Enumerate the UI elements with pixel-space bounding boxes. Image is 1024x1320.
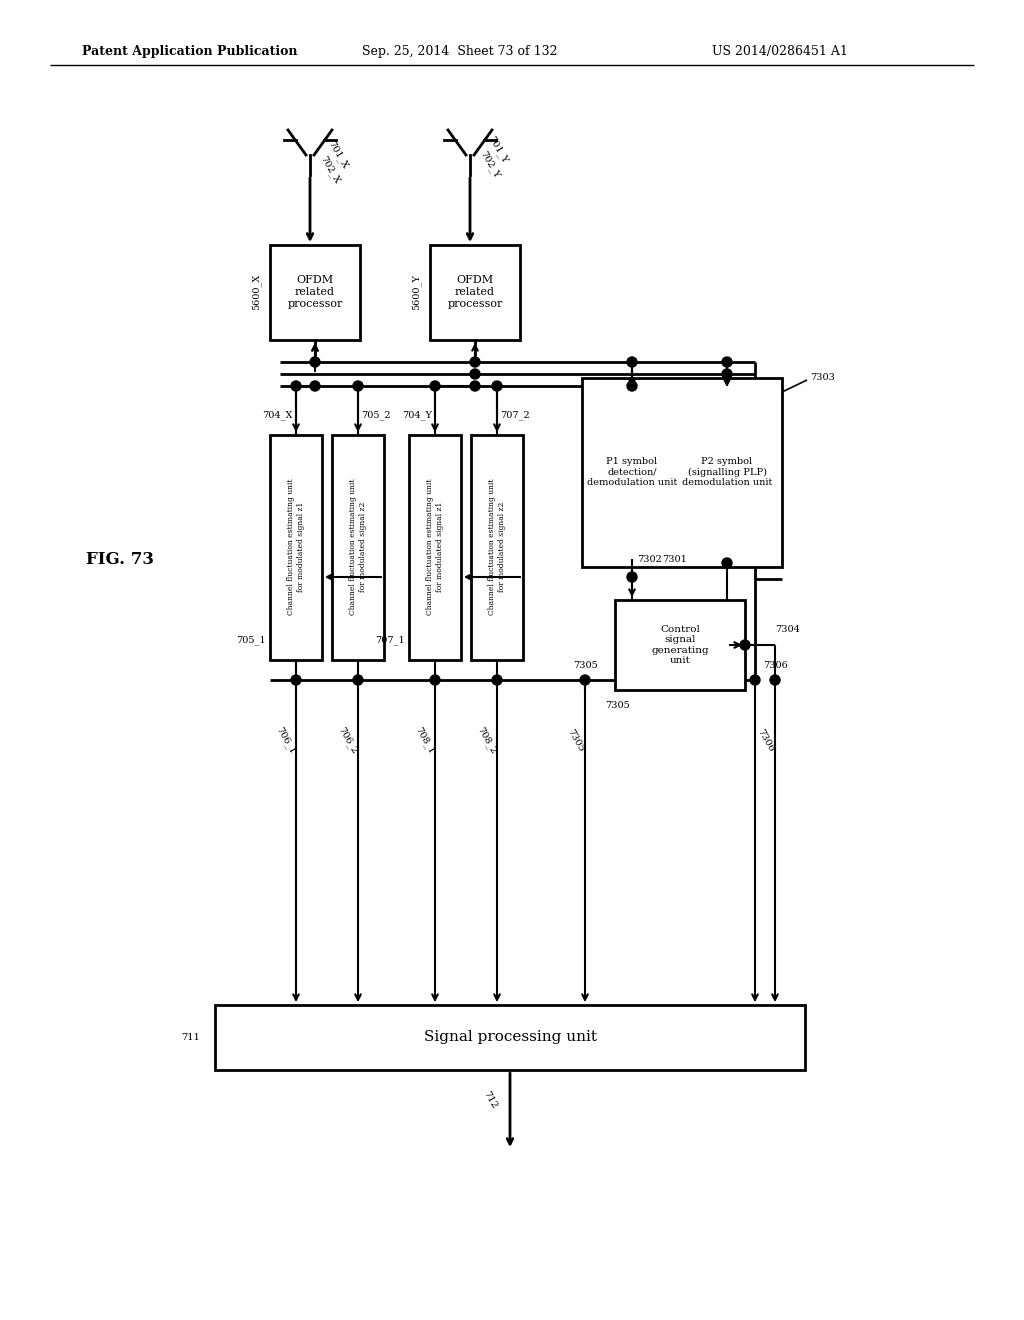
Circle shape <box>430 381 440 391</box>
Text: 7304: 7304 <box>775 626 800 635</box>
Circle shape <box>310 356 319 367</box>
Text: 5600_Y: 5600_Y <box>412 275 421 310</box>
Bar <box>615 601 745 690</box>
Bar <box>332 436 384 660</box>
Text: 7305: 7305 <box>605 701 630 710</box>
Text: Patent Application Publication: Patent Application Publication <box>82 45 298 58</box>
Text: 707_1: 707_1 <box>375 635 406 645</box>
Text: 702_Y: 702_Y <box>478 149 502 181</box>
Bar <box>471 436 523 660</box>
Text: FIG. 73: FIG. 73 <box>86 552 154 569</box>
Bar <box>685 389 770 554</box>
Text: 701_Y: 701_Y <box>486 135 510 165</box>
Text: P1 symbol
detection/
demodulation unit: P1 symbol detection/ demodulation unit <box>587 457 677 487</box>
Text: 708_1: 708_1 <box>414 725 436 755</box>
Circle shape <box>770 675 780 685</box>
Text: 7305: 7305 <box>565 727 585 752</box>
Text: Channel fluctuation estimating unit
for modulated signal z2: Channel fluctuation estimating unit for … <box>488 479 506 615</box>
Text: 706_1: 706_1 <box>274 725 298 755</box>
Text: 708_2: 708_2 <box>475 725 499 755</box>
Bar <box>430 246 520 341</box>
Text: 707_2: 707_2 <box>500 411 529 420</box>
Text: Channel fluctuation estimating unit
for modulated signal z1: Channel fluctuation estimating unit for … <box>288 479 304 615</box>
Text: Channel fluctuation estimating unit
for modulated signal z2: Channel fluctuation estimating unit for … <box>349 479 367 615</box>
Text: 7306: 7306 <box>763 660 787 669</box>
Text: Channel fluctuation estimating unit
for modulated signal z1: Channel fluctuation estimating unit for … <box>426 479 443 615</box>
Text: 711: 711 <box>181 1032 200 1041</box>
Bar <box>409 436 461 660</box>
Text: OFDM
related
processor: OFDM related processor <box>288 276 343 309</box>
Circle shape <box>291 381 301 391</box>
Circle shape <box>722 370 732 379</box>
Circle shape <box>722 356 732 367</box>
Text: Sep. 25, 2014  Sheet 73 of 132: Sep. 25, 2014 Sheet 73 of 132 <box>362 45 558 58</box>
Circle shape <box>750 675 760 685</box>
Circle shape <box>470 356 480 367</box>
Circle shape <box>470 370 480 379</box>
Circle shape <box>580 675 590 685</box>
Text: P2 symbol
(signalling PLP)
demodulation unit: P2 symbol (signalling PLP) demodulation … <box>682 457 772 487</box>
Text: Control
signal
generating
unit: Control signal generating unit <box>651 624 709 665</box>
Circle shape <box>492 381 502 391</box>
Text: 5600_X: 5600_X <box>251 273 261 310</box>
Text: 7306: 7306 <box>755 727 775 752</box>
Circle shape <box>353 675 362 685</box>
Text: 705_1: 705_1 <box>237 635 266 645</box>
Circle shape <box>722 558 732 568</box>
Text: 704_Y: 704_Y <box>402 411 432 420</box>
Bar <box>215 1005 805 1071</box>
Text: 7301: 7301 <box>662 556 687 565</box>
Circle shape <box>353 381 362 391</box>
Circle shape <box>310 381 319 391</box>
Bar <box>270 246 360 341</box>
Text: 706_2: 706_2 <box>337 725 359 755</box>
Text: 702_X: 702_X <box>318 154 342 186</box>
Circle shape <box>492 675 502 685</box>
Text: 7305: 7305 <box>572 660 597 669</box>
Text: 704_X: 704_X <box>262 411 293 420</box>
Circle shape <box>627 356 637 367</box>
Text: Signal processing unit: Signal processing unit <box>424 1030 597 1044</box>
Circle shape <box>430 675 440 685</box>
Circle shape <box>627 381 637 391</box>
Bar <box>590 389 675 554</box>
Text: 712: 712 <box>481 1089 499 1110</box>
Circle shape <box>291 675 301 685</box>
Bar <box>582 378 782 568</box>
Text: 701_X: 701_X <box>327 140 350 170</box>
Circle shape <box>470 381 480 391</box>
Text: OFDM
related
processor: OFDM related processor <box>447 276 503 309</box>
Circle shape <box>740 640 750 649</box>
Text: 7303: 7303 <box>810 374 835 383</box>
Text: US 2014/0286451 A1: US 2014/0286451 A1 <box>712 45 848 58</box>
Circle shape <box>627 572 637 582</box>
Text: 705_2: 705_2 <box>361 411 390 420</box>
Text: 7302: 7302 <box>637 556 662 565</box>
Bar <box>270 436 322 660</box>
